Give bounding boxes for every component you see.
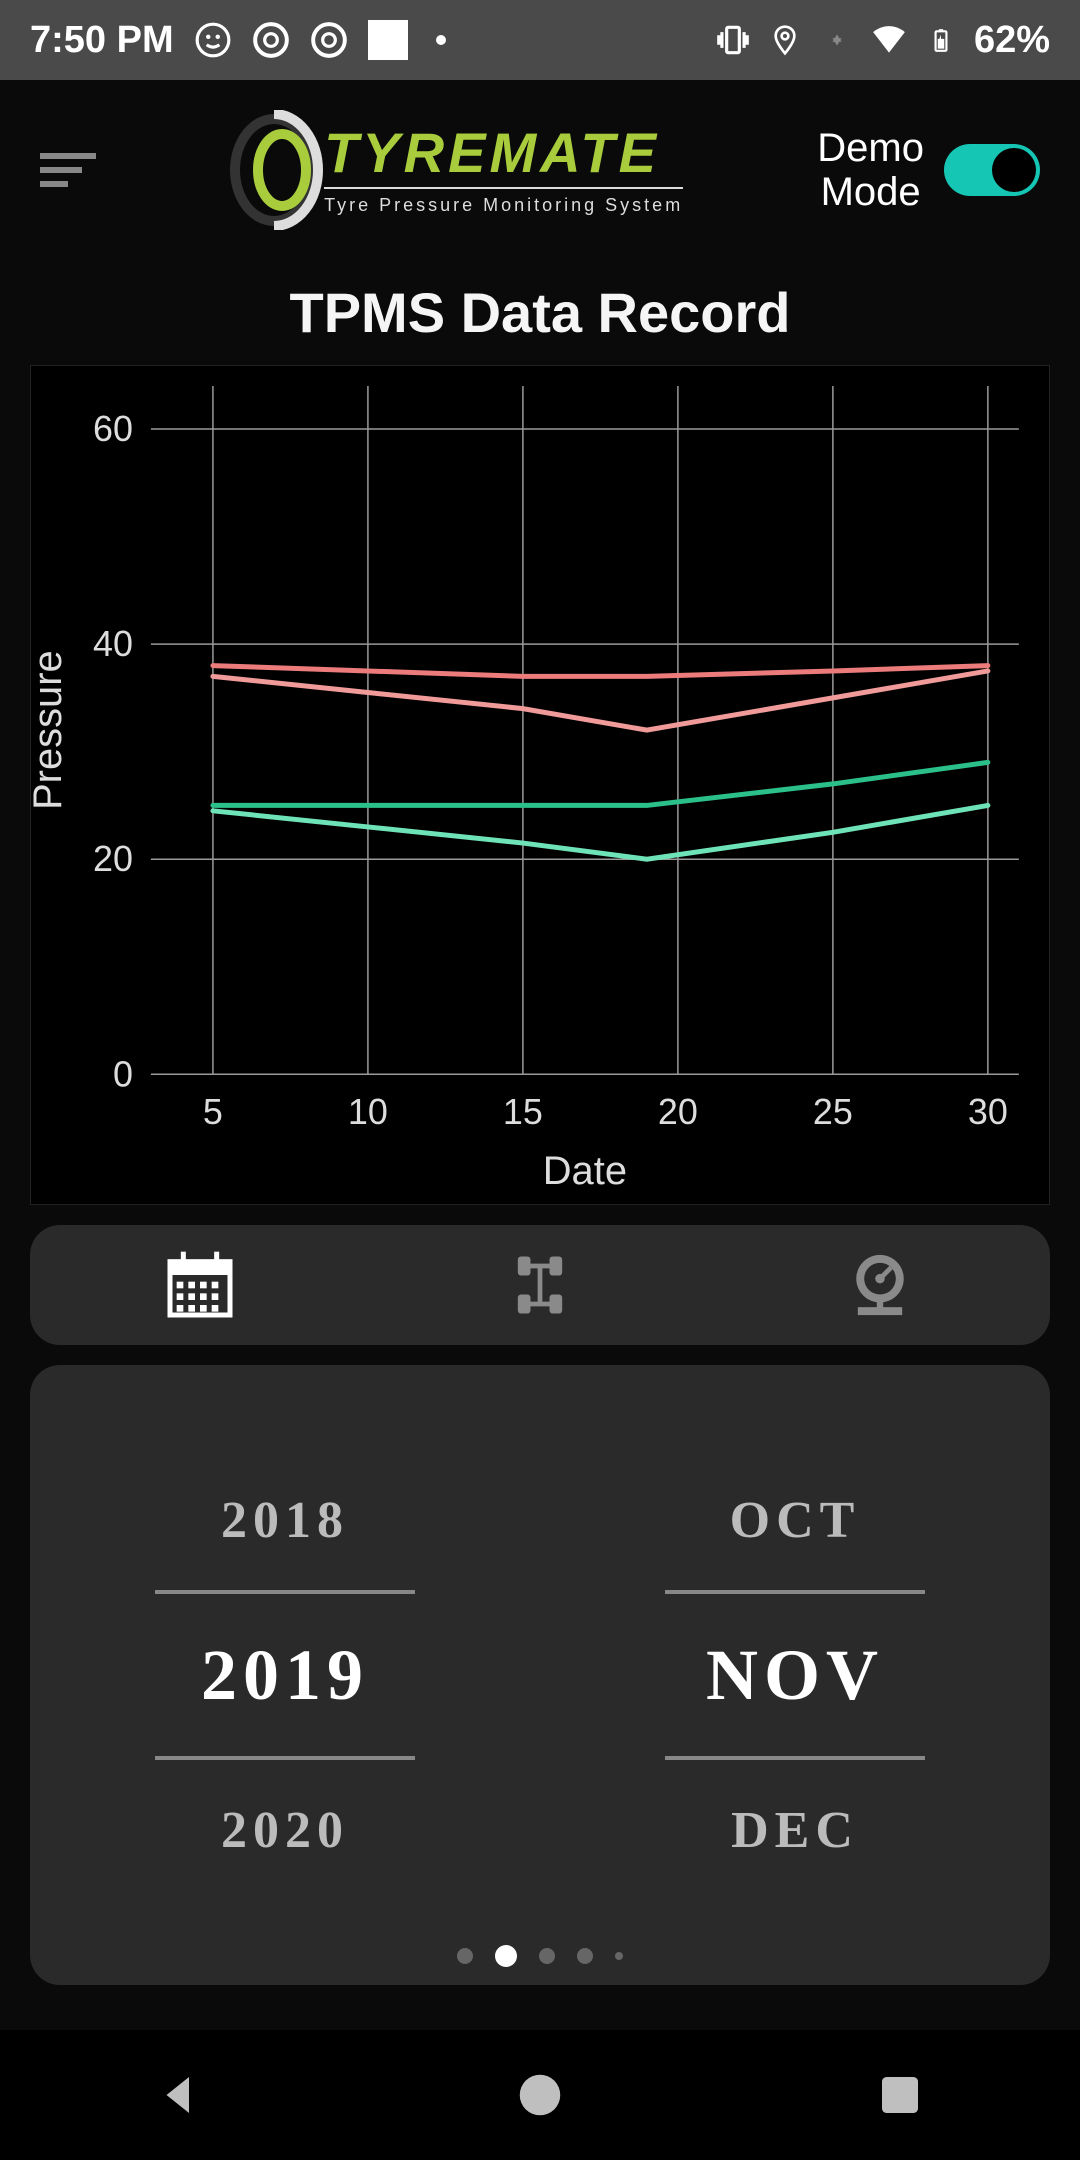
app-icon-2 [252,21,290,59]
year-next[interactable]: 2020 [221,1760,349,1900]
svg-text:60: 60 [93,408,133,449]
app-icon-1 [194,21,232,59]
year-prev[interactable]: 2018 [221,1450,349,1590]
logo-main-text: TYREMATE [324,125,683,181]
app-icon-4 [368,20,408,60]
axle-tab[interactable] [495,1240,585,1330]
app-header: TYREMATE Tyre Pressure Monitoring System… [0,80,1080,250]
tire-icon [224,110,324,230]
demo-mode-label: Demo Mode [817,126,924,214]
gauge-tab[interactable] [835,1240,925,1330]
svg-text:0: 0 [113,1053,133,1094]
svg-text:40: 40 [93,623,133,664]
home-button[interactable] [513,2068,567,2122]
dot [577,1948,593,1964]
back-button[interactable] [153,2068,207,2122]
year-selected[interactable]: 2019 [155,1590,415,1760]
menu-button[interactable] [40,153,100,187]
svg-text:25: 25 [813,1091,853,1132]
svg-text:30: 30 [968,1091,1008,1132]
android-navbar [0,2030,1080,2160]
vibrate-icon [714,21,752,59]
svg-text:Pressure: Pressure [31,650,70,810]
app-icon-dot [436,35,446,45]
svg-text:15: 15 [503,1091,543,1132]
logo-sub-text: Tyre Pressure Monitoring System [324,187,683,216]
status-bar: 7:50 PM 62% [0,0,1080,80]
month-next[interactable]: DEC [731,1760,859,1900]
pressure-chart: 5 10 15 20 25 30 0 20 40 60 Date Pressure [30,365,1050,1205]
recent-button[interactable] [873,2068,927,2122]
month-picker[interactable]: OCT NOV DEC [540,1365,1050,1985]
svg-text:20: 20 [658,1091,698,1132]
svg-text:20: 20 [93,838,133,879]
dot [457,1948,473,1964]
app-icon-3 [310,21,348,59]
svg-text:10: 10 [348,1091,388,1132]
calendar-tab[interactable] [155,1240,245,1330]
location-icon [766,21,804,59]
page-title: TPMS Data Record [0,280,1080,345]
date-picker: 2018 2019 2020 OCT NOV DEC [30,1365,1050,1985]
dot [539,1948,555,1964]
month-prev[interactable]: OCT [730,1450,861,1590]
month-selected[interactable]: NOV [665,1590,925,1760]
svg-text:5: 5 [203,1091,223,1132]
dot-active [495,1945,517,1967]
wifi-icon [870,21,908,59]
year-picker[interactable]: 2018 2019 2020 [30,1365,540,1985]
svg-text:Date: Date [543,1149,627,1193]
page-indicator [30,1945,1050,1967]
battery-icon [922,21,960,59]
demo-mode-toggle[interactable] [944,144,1040,196]
status-time: 7:50 PM [30,19,174,62]
battery-pct: 62% [974,19,1050,62]
view-tabs [30,1225,1050,1345]
logo: TYREMATE Tyre Pressure Monitoring System [100,110,807,230]
data-icon [818,21,856,59]
dot [615,1952,623,1960]
